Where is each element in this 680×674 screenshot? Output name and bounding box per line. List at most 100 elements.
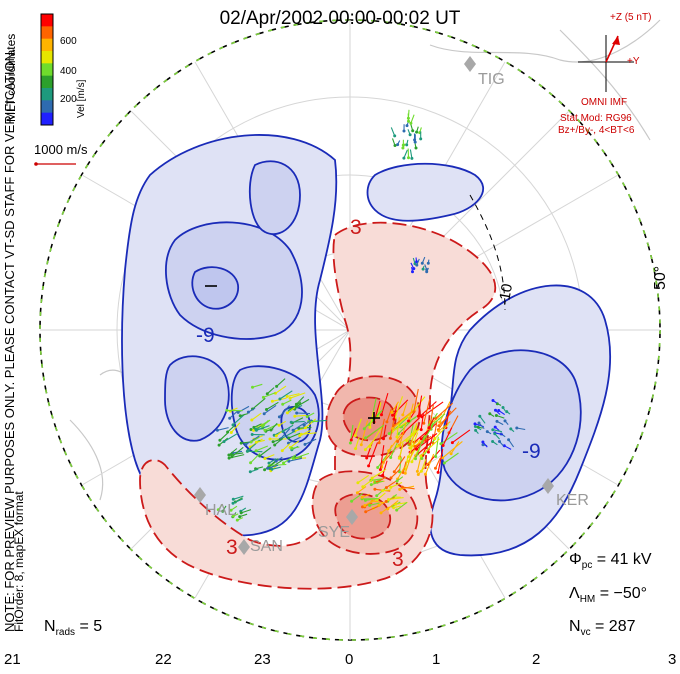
- velocity-vector-origin: [409, 121, 413, 125]
- velocity-vector: [360, 420, 369, 445]
- stat-n-vc-sub: vc: [580, 627, 591, 639]
- velocity-vector-origin: [415, 130, 419, 134]
- velocity-vector: [369, 502, 380, 506]
- velocity-vector: [365, 424, 385, 439]
- velocity-vector-origin: [433, 437, 437, 441]
- velocity-vector: [282, 424, 294, 432]
- velocity-vector-origin: [437, 424, 441, 428]
- imf-axis-y: +Y: [627, 56, 640, 67]
- dashed-contour-10: [469, 194, 506, 311]
- velocity-vector-origin: [291, 428, 295, 432]
- velocity-vector-origin: [227, 453, 231, 457]
- velocity-vector-origin: [258, 454, 262, 458]
- velocity-vector-origin: [348, 441, 352, 445]
- velocity-vector: [387, 500, 399, 510]
- colorbar-segment: [41, 75, 53, 89]
- mlt-label-0: 0: [345, 651, 354, 668]
- coastlines: [69, 19, 661, 501]
- velocity-vector-origin: [361, 485, 365, 489]
- velocity-vector-origin: [393, 134, 397, 138]
- velocity-vector-origin: [419, 454, 423, 458]
- velocity-vector-origin: [473, 422, 477, 426]
- velocity-vector-origin: [298, 434, 302, 438]
- velocity-vector: [420, 459, 427, 472]
- velocity-vector-origin: [361, 505, 364, 509]
- velocity-vector-origin: [388, 436, 392, 440]
- velocity-vector: [288, 436, 301, 444]
- velocity-vector-origin: [405, 143, 409, 147]
- velocity-vector: [409, 443, 421, 453]
- velocity-vector-origin: [485, 430, 489, 434]
- velocity-vector-origin: [477, 421, 481, 425]
- velocity-vector: [256, 425, 270, 431]
- velocity-vector-origin: [349, 438, 353, 442]
- velocity-vector-origin: [244, 443, 248, 446]
- velocity-vector-origin: [251, 385, 254, 389]
- velocity-vector-origin: [437, 429, 441, 433]
- velocity-vector: [233, 495, 244, 500]
- velocity-vector: [286, 393, 300, 398]
- velocity-vector-origin: [398, 487, 402, 491]
- velocity-vector-origin: [270, 467, 274, 471]
- velocity-vector: [303, 419, 313, 426]
- velocity-vector-origin: [295, 411, 299, 415]
- velocity-vector: [372, 500, 384, 504]
- velocity-vector: [354, 418, 362, 436]
- velocity-vector-origin: [384, 500, 388, 503]
- velocity-vector-origin: [239, 511, 243, 515]
- velocity-vector-origin: [238, 515, 242, 519]
- velocity-vector-origin: [396, 440, 400, 443]
- stat-n-rads-symbol: N: [44, 618, 56, 635]
- velocity-vector-origin: [369, 483, 373, 487]
- velocity-vector-origin: [218, 438, 222, 442]
- velocity-vector-origin: [441, 456, 445, 460]
- velocity-vector-origin: [491, 440, 495, 443]
- velocity-vector-origin: [359, 443, 363, 447]
- velocity-vector-origin: [363, 504, 367, 507]
- velocity-vector-origin: [303, 442, 307, 446]
- velocity-vector-origin: [384, 486, 388, 490]
- velocity-vector-origin: [501, 406, 505, 409]
- velocity-vector: [396, 501, 408, 511]
- velocity-vector: [287, 406, 296, 414]
- velocity-vector-origin: [502, 444, 506, 448]
- velocity-vector: [305, 418, 317, 429]
- velocity-vector: [289, 440, 300, 448]
- velocity-vector-origin: [271, 440, 275, 444]
- velocity-vector: [296, 396, 305, 405]
- imf-condition: Bz+/By-, 4<BT<6: [558, 125, 635, 136]
- velocity-vector: [296, 398, 310, 408]
- velocity-vector-origin: [413, 445, 417, 448]
- velocity-vector-origin: [377, 503, 381, 507]
- velocity-vector-origin: [382, 437, 385, 441]
- velocity-vector-origin: [408, 133, 412, 137]
- velocity-vector-origin: [295, 405, 299, 409]
- velocity-colorbar: [40, 13, 54, 126]
- velocity-vector: [452, 429, 471, 444]
- velocity-vector: [263, 392, 276, 398]
- negative-cell-left: [121, 134, 338, 537]
- velocity-vector: [275, 385, 287, 394]
- velocity-vector-origin: [252, 425, 256, 429]
- velocity-vector-origin: [416, 473, 420, 476]
- velocity-vector-origin: [392, 506, 396, 510]
- velocity-vector-origin: [414, 457, 417, 461]
- velocity-vector-origin: [419, 469, 423, 473]
- scale-vector-origin: [34, 162, 38, 166]
- velocity-vector-origin: [494, 408, 497, 412]
- velocity-vector-origin: [426, 450, 430, 454]
- velocity-vector-origin: [353, 434, 357, 438]
- velocity-vector: [357, 486, 367, 494]
- stat-lambda-hm: ΛHM = −50°: [569, 585, 647, 605]
- velocity-vector-origin: [407, 455, 410, 459]
- velocity-vector-origin: [362, 427, 366, 431]
- velocity-vector-origin: [249, 428, 253, 431]
- velocity-vector-origin: [368, 425, 372, 429]
- velocity-vector-origin: [450, 441, 454, 445]
- velocity-vector-origin: [368, 445, 372, 449]
- velocity-vector: [289, 392, 306, 399]
- velocity-vector: [283, 454, 297, 464]
- velocity-vector: [378, 418, 385, 443]
- velocity-vector-origin: [231, 423, 235, 427]
- velocity-vector-origin: [392, 470, 396, 474]
